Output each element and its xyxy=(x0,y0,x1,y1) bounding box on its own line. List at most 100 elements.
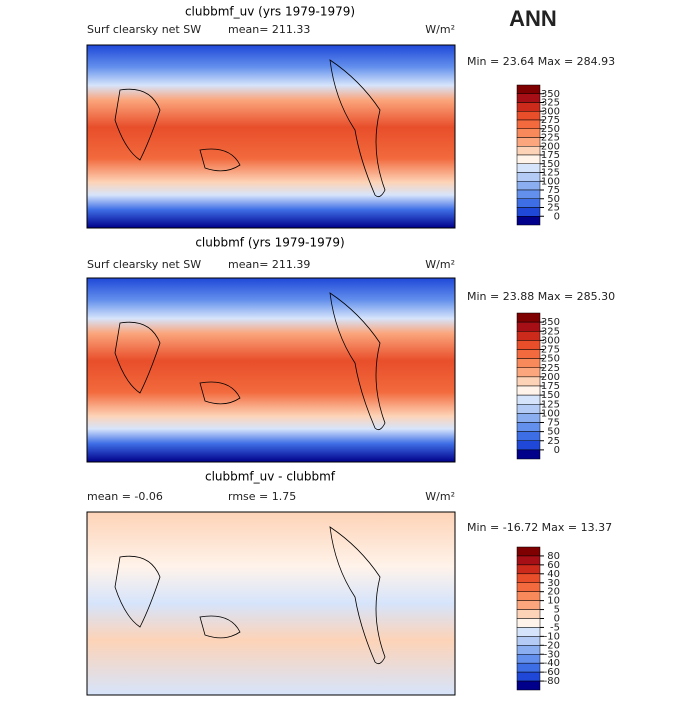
panel-minmax: Min = -16.72 Max = 13.37 xyxy=(467,521,612,534)
panel-stat: mean= 211.33 xyxy=(228,23,310,36)
panel-units: W/m² xyxy=(425,490,455,503)
colorbar-swatch xyxy=(516,609,541,619)
colorbar-label: 150 xyxy=(541,390,560,401)
colorbar-label: 50 xyxy=(547,427,560,438)
colorbar-swatch xyxy=(516,367,541,378)
colorbar-swatch xyxy=(516,600,541,610)
colorbar-swatch xyxy=(516,172,541,182)
colorbar-label: 80 xyxy=(547,551,560,562)
colorbar-swatch xyxy=(516,163,541,173)
colorbar-swatch xyxy=(516,331,541,341)
colorbar-swatch xyxy=(516,119,541,129)
colorbar-label: -40 xyxy=(544,658,560,669)
colorbar-label: 25 xyxy=(547,203,560,214)
colorbar-label: 200 xyxy=(541,141,560,152)
colorbar-swatch xyxy=(516,137,541,147)
colorbar-swatch xyxy=(516,312,541,323)
colorbar-swatch xyxy=(516,404,541,414)
colorbar-label: 125 xyxy=(541,399,560,410)
colorbar-label: 0 xyxy=(554,614,560,625)
colorbar-swatch xyxy=(516,654,541,664)
panel-units: W/m² xyxy=(425,23,455,36)
colorbar-swatch xyxy=(516,627,541,637)
colorbar-label: 200 xyxy=(541,372,560,383)
colorbar-swatch xyxy=(516,128,541,138)
panel-title: clubbmf_uv (yrs 1979-1979) xyxy=(185,5,355,19)
colorbar-swatch xyxy=(516,573,541,583)
map xyxy=(86,44,456,229)
colorbar-swatch xyxy=(516,591,541,601)
colorbar-label: 225 xyxy=(541,133,560,144)
colorbar-swatch xyxy=(516,385,541,396)
panel-subtitle: Surf clearsky net SW xyxy=(87,258,201,271)
colorbar-label: -20 xyxy=(544,640,560,651)
colorbar-swatch xyxy=(516,198,541,208)
colorbar-label: 175 xyxy=(541,381,560,392)
colorbar-swatch xyxy=(516,645,541,655)
colorbar-swatch xyxy=(516,216,541,226)
colorbar-label: 250 xyxy=(541,354,560,365)
colorbar-swatch xyxy=(516,546,541,557)
colorbar-label: 250 xyxy=(541,124,560,135)
colorbar-label: 275 xyxy=(541,115,560,126)
colorbar-swatch xyxy=(516,440,541,451)
colorbar-swatch xyxy=(516,618,541,628)
colorbar-label: 0 xyxy=(554,211,560,222)
colorbar-swatch xyxy=(516,413,541,423)
colorbar-label: 20 xyxy=(547,587,560,598)
colorbar-swatch xyxy=(516,189,541,199)
colorbar-label: 225 xyxy=(541,363,560,374)
colorbar-label: 25 xyxy=(547,436,560,447)
colorbar-swatch xyxy=(516,93,541,103)
panel-minmax: Min = 23.64 Max = 284.93 xyxy=(467,55,615,68)
colorbar-swatch xyxy=(516,671,541,682)
colorbar-label: 30 xyxy=(547,578,560,589)
panel-stat: rmse = 1.75 xyxy=(228,490,296,503)
colorbar-swatch xyxy=(516,340,541,350)
colorbar-swatch xyxy=(516,431,541,441)
colorbar-label: 75 xyxy=(547,185,560,196)
colorbar-label: 150 xyxy=(541,159,560,170)
colorbar-swatch xyxy=(516,680,541,691)
page-title: ANN xyxy=(509,6,557,31)
colorbar-swatch xyxy=(516,321,541,332)
colorbar-label: -80 xyxy=(544,676,560,687)
colorbar-swatch xyxy=(516,207,541,217)
colorbar-label: 10 xyxy=(547,596,560,607)
colorbar-swatch xyxy=(516,146,541,156)
colorbar-label: -10 xyxy=(544,631,560,642)
colorbar-label: 350 xyxy=(541,317,560,328)
panel-subtitle: mean = -0.06 xyxy=(87,490,163,503)
colorbar-label: 300 xyxy=(541,106,560,117)
colorbar-label: -60 xyxy=(544,667,560,678)
colorbar-swatch xyxy=(516,582,541,592)
colorbar-swatch xyxy=(516,636,541,646)
colorbar-swatch xyxy=(516,111,541,121)
colorbar-label: 0 xyxy=(554,445,560,456)
colorbar-label: 125 xyxy=(541,168,560,179)
panel-stat: mean= 211.39 xyxy=(228,258,310,271)
panel-minmax: Min = 23.88 Max = 285.30 xyxy=(467,290,615,303)
colorbar-swatch xyxy=(516,422,541,432)
colorbar-swatch xyxy=(516,358,541,368)
map xyxy=(86,511,456,696)
colorbar-label: 40 xyxy=(547,569,560,580)
colorbar-swatch xyxy=(516,102,541,112)
panel-subtitle: Surf clearsky net SW xyxy=(87,23,201,36)
colorbar-label: 275 xyxy=(541,345,560,356)
colorbar-swatch xyxy=(516,564,541,575)
colorbar-swatch xyxy=(516,181,541,191)
colorbar-swatch xyxy=(516,84,541,94)
panel-units: W/m² xyxy=(425,258,455,271)
colorbar-swatch xyxy=(516,449,541,460)
colorbar-label: 100 xyxy=(541,176,560,187)
colorbar-label: 50 xyxy=(547,194,560,205)
colorbar-label: 350 xyxy=(541,89,560,100)
colorbar-swatch xyxy=(516,349,541,359)
colorbar-swatch xyxy=(516,394,541,405)
colorbar-label: -30 xyxy=(544,649,560,660)
map xyxy=(86,277,456,463)
colorbar-swatch xyxy=(516,555,541,566)
panel-title: clubbmf_uv - clubbmf xyxy=(205,470,336,484)
